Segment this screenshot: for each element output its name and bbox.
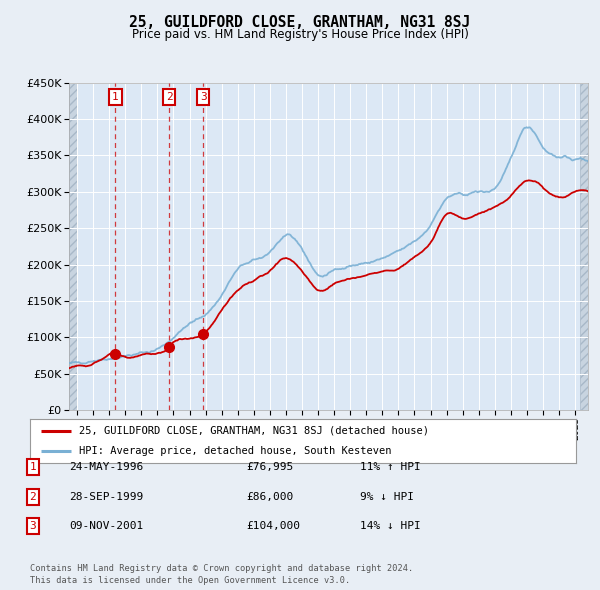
Text: 09-NOV-2001: 09-NOV-2001	[69, 522, 143, 531]
Text: 11% ↑ HPI: 11% ↑ HPI	[360, 463, 421, 472]
Text: 14% ↓ HPI: 14% ↓ HPI	[360, 522, 421, 531]
Text: 3: 3	[29, 522, 37, 531]
Text: Contains HM Land Registry data © Crown copyright and database right 2024.: Contains HM Land Registry data © Crown c…	[30, 565, 413, 573]
Text: Price paid vs. HM Land Registry's House Price Index (HPI): Price paid vs. HM Land Registry's House …	[131, 28, 469, 41]
Text: 24-MAY-1996: 24-MAY-1996	[69, 463, 143, 472]
Text: This data is licensed under the Open Government Licence v3.0.: This data is licensed under the Open Gov…	[30, 576, 350, 585]
Text: 2: 2	[166, 92, 173, 102]
Text: £104,000: £104,000	[246, 522, 300, 531]
Text: £76,995: £76,995	[246, 463, 293, 472]
Text: 25, GUILDFORD CLOSE, GRANTHAM, NG31 8SJ (detached house): 25, GUILDFORD CLOSE, GRANTHAM, NG31 8SJ …	[79, 426, 429, 436]
Text: 28-SEP-1999: 28-SEP-1999	[69, 492, 143, 502]
Bar	[69, 83, 77, 410]
Text: 1: 1	[112, 92, 119, 102]
Text: 3: 3	[200, 92, 207, 102]
Text: 2: 2	[29, 492, 37, 502]
Bar	[580, 83, 588, 410]
Bar	[69, 83, 77, 410]
Text: 9% ↓ HPI: 9% ↓ HPI	[360, 492, 414, 502]
Text: 1: 1	[29, 463, 37, 472]
Text: HPI: Average price, detached house, South Kesteven: HPI: Average price, detached house, Sout…	[79, 446, 392, 456]
Text: £86,000: £86,000	[246, 492, 293, 502]
Bar	[580, 83, 588, 410]
Text: 25, GUILDFORD CLOSE, GRANTHAM, NG31 8SJ: 25, GUILDFORD CLOSE, GRANTHAM, NG31 8SJ	[130, 15, 470, 30]
